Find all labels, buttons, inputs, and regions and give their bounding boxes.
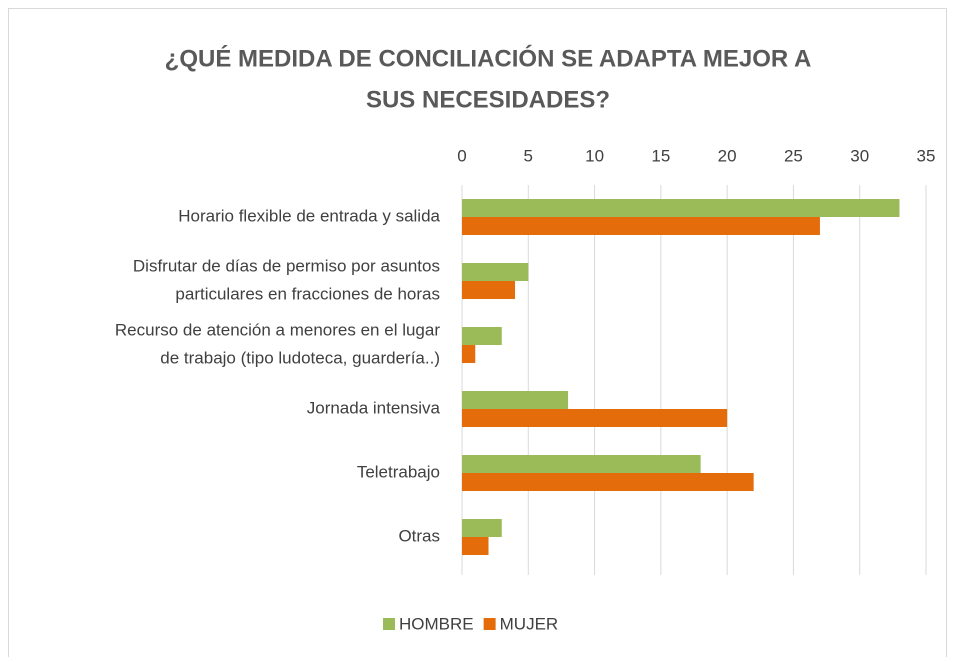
y-tick-label: de trabajo (tipo ludoteca, guardería..) [160, 348, 440, 367]
y-tick-label: particulares en fracciones de horas [175, 284, 440, 303]
chart-title: ¿QUÉ MEDIDA DE CONCILIACIÓN SE ADAPTA ME… [165, 44, 812, 72]
bar [462, 473, 754, 491]
bar [462, 281, 516, 299]
legend-label: MUJER [500, 614, 559, 633]
y-tick-label: Jornada intensiva [307, 398, 441, 417]
x-tick-label: 15 [651, 146, 670, 165]
y-tick-label: Otras [398, 526, 440, 545]
bar [462, 455, 701, 473]
bar [462, 217, 820, 235]
y-tick-label: Horario flexible de entrada y salida [178, 206, 440, 225]
bar [462, 519, 502, 537]
x-tick-label: 0 [457, 146, 466, 165]
legend-label: HOMBRE [399, 614, 474, 633]
legend-swatch [383, 618, 395, 630]
y-tick-label: Disfrutar de días de permiso por asuntos [133, 256, 440, 275]
y-tick-label: Teletrabajo [357, 462, 440, 481]
x-tick-label: 10 [585, 146, 604, 165]
y-tick-label: Recurso de atención a menores en el luga… [115, 320, 440, 339]
x-tick-label: 5 [524, 146, 533, 165]
chart-title: SUS NECESIDADES? [366, 86, 610, 113]
x-tick-label: 20 [718, 146, 737, 165]
bar [462, 391, 569, 409]
x-tick-label: 35 [917, 146, 936, 165]
x-tick-label: 30 [850, 146, 869, 165]
legend-swatch [483, 618, 496, 630]
bar [462, 409, 728, 427]
bar [462, 327, 502, 345]
bar [462, 345, 476, 363]
bar [462, 537, 489, 555]
x-tick-label: 25 [784, 146, 803, 165]
bar [462, 199, 900, 217]
bar [462, 263, 529, 281]
